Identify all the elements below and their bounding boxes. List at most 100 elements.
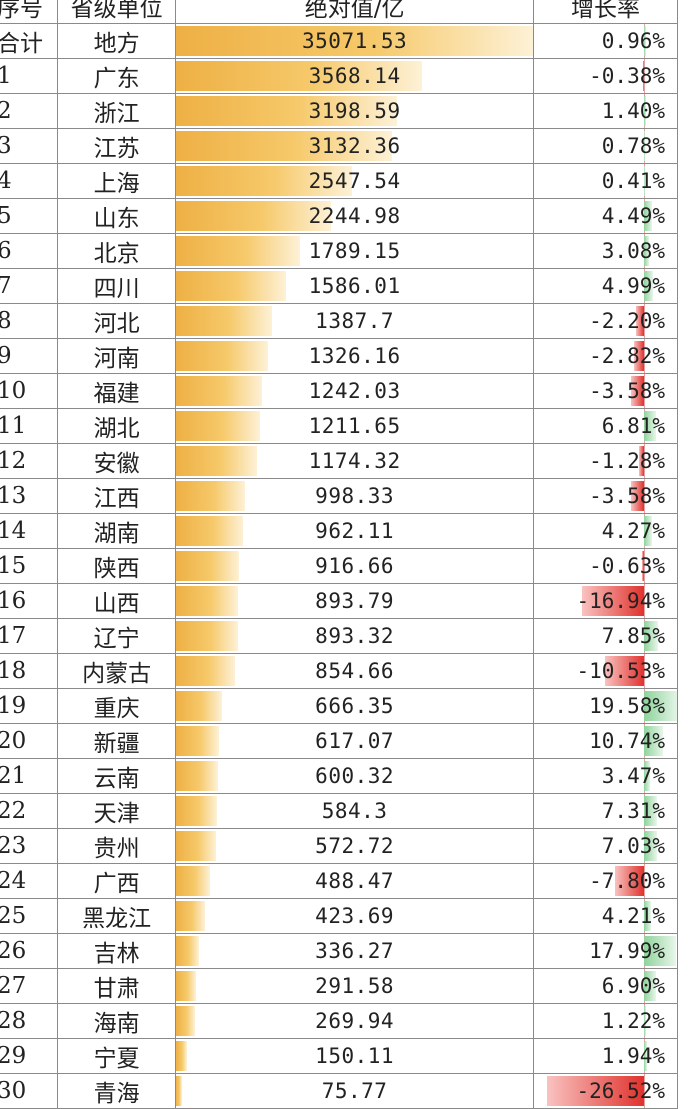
absolute-value: 1387.7 bbox=[315, 309, 395, 333]
growth-bar bbox=[643, 971, 657, 1001]
row-growth-cell: -2.20% bbox=[532, 303, 679, 339]
total-growth-cell: 0.96% bbox=[532, 23, 679, 59]
row-growth-cell: 4.27% bbox=[532, 513, 679, 549]
growth-bar bbox=[546, 1076, 644, 1106]
row-index: 8 bbox=[0, 303, 59, 339]
growth-value: 7.03% bbox=[601, 834, 665, 858]
absolute-bar bbox=[176, 201, 331, 231]
row-index: 14 bbox=[0, 513, 59, 549]
row-absolute-cell: 269.94 bbox=[175, 1003, 534, 1039]
growth-bar bbox=[605, 656, 644, 686]
row-index: 18 bbox=[0, 653, 59, 689]
growth-value: -2.20% bbox=[589, 309, 665, 333]
absolute-bar bbox=[176, 306, 272, 336]
row-province: 福建 bbox=[57, 373, 177, 409]
row-province: 广东 bbox=[57, 58, 177, 94]
growth-value: -0.38% bbox=[589, 64, 665, 88]
row-growth-cell: 19.58% bbox=[532, 688, 679, 724]
row-province: 贵州 bbox=[57, 828, 177, 864]
growth-value: 6.90% bbox=[601, 974, 665, 998]
row-province: 黑龙江 bbox=[57, 898, 177, 934]
table-row: 3江苏 3132.36 0.78% bbox=[0, 128, 679, 164]
absolute-bar bbox=[176, 516, 243, 546]
absolute-bar bbox=[176, 936, 200, 966]
absolute-bar bbox=[176, 271, 286, 301]
row-absolute-cell: 617.07 bbox=[175, 723, 534, 759]
row-index: 21 bbox=[0, 758, 59, 794]
growth-bar bbox=[643, 516, 652, 546]
table-row: 28海南 269.94 1.22% bbox=[0, 1003, 679, 1039]
growth-axis bbox=[643, 864, 645, 898]
total-growth-bar bbox=[643, 26, 646, 56]
row-index: 6 bbox=[0, 233, 59, 269]
row-absolute-cell: 3132.36 bbox=[175, 128, 534, 164]
row-province: 北京 bbox=[57, 233, 177, 269]
growth-bar bbox=[639, 446, 644, 476]
row-absolute-cell: 962.11 bbox=[175, 513, 534, 549]
row-absolute-cell: 584.3 bbox=[175, 793, 534, 829]
row-province: 上海 bbox=[57, 163, 177, 199]
growth-value: 7.85% bbox=[601, 624, 665, 648]
table-row: 30青海 75.77 -26.52% bbox=[0, 1073, 679, 1109]
row-index: 26 bbox=[0, 933, 59, 969]
table-row: 18内蒙古 854.66 -10.53% bbox=[0, 653, 679, 689]
row-growth-cell: -3.58% bbox=[532, 478, 679, 514]
row-growth-cell: 4.99% bbox=[532, 268, 679, 304]
total-row: 合计 地方 35071.53 0.96% bbox=[0, 23, 679, 59]
growth-bar bbox=[615, 866, 644, 896]
row-absolute-cell: 1387.7 bbox=[175, 303, 534, 339]
growth-value: 1.94% bbox=[601, 1044, 665, 1068]
row-absolute-cell: 600.32 bbox=[175, 758, 534, 794]
row-index: 29 bbox=[0, 1038, 59, 1074]
absolute-value: 3132.36 bbox=[308, 134, 401, 158]
absolute-value: 854.66 bbox=[315, 659, 395, 683]
row-index: 23 bbox=[0, 828, 59, 864]
absolute-bar bbox=[176, 236, 300, 266]
row-province: 重庆 bbox=[57, 688, 177, 724]
absolute-bar bbox=[176, 341, 268, 371]
row-index: 13 bbox=[0, 478, 59, 514]
row-index: 24 bbox=[0, 863, 59, 899]
row-province: 山西 bbox=[57, 583, 177, 619]
absolute-bar bbox=[176, 901, 206, 931]
row-province: 浙江 bbox=[57, 93, 177, 129]
row-province: 安徽 bbox=[57, 443, 177, 479]
absolute-value: 1326.16 bbox=[308, 344, 401, 368]
total-index: 合计 bbox=[0, 23, 59, 59]
row-index: 19 bbox=[0, 688, 59, 724]
header-index: 序号 bbox=[0, 0, 59, 24]
table-row: 25黑龙江 423.69 4.21% bbox=[0, 898, 679, 934]
table-row: 2浙江 3198.59 1.40% bbox=[0, 93, 679, 129]
row-growth-cell: 4.21% bbox=[532, 898, 679, 934]
row-index: 12 bbox=[0, 443, 59, 479]
growth-bar bbox=[643, 131, 646, 161]
absolute-bar bbox=[176, 971, 197, 1001]
row-province: 海南 bbox=[57, 1003, 177, 1039]
row-absolute-cell: 1242.03 bbox=[175, 373, 534, 409]
row-province: 内蒙古 bbox=[57, 653, 177, 689]
absolute-bar bbox=[176, 866, 210, 896]
growth-value: 1.22% bbox=[601, 1009, 665, 1033]
table-row: 22天津 584.3 7.31% bbox=[0, 793, 679, 829]
absolute-value: 291.58 bbox=[315, 974, 395, 998]
absolute-bar bbox=[176, 796, 217, 826]
total-absolute-value: 35071.53 bbox=[302, 29, 408, 53]
growth-bar bbox=[643, 726, 664, 756]
table-header: 序号 省级单位 绝对值/亿 增长率 bbox=[0, 0, 679, 24]
absolute-value: 600.32 bbox=[315, 764, 395, 788]
row-absolute-cell: 1211.65 bbox=[175, 408, 534, 444]
growth-value: 4.21% bbox=[601, 904, 665, 928]
row-province: 广西 bbox=[57, 863, 177, 899]
row-absolute-cell: 75.77 bbox=[175, 1073, 534, 1109]
row-index: 11 bbox=[0, 408, 59, 444]
row-growth-cell: 3.08% bbox=[532, 233, 679, 269]
data-table: 序号 省级单位 绝对值/亿 增长率 合计 地方 35071.53 0.96% 1… bbox=[0, 0, 679, 1109]
absolute-bar bbox=[176, 376, 262, 406]
row-growth-cell: 6.81% bbox=[532, 408, 679, 444]
row-absolute-cell: 998.33 bbox=[175, 478, 534, 514]
growth-bar bbox=[643, 166, 645, 196]
row-province: 四川 bbox=[57, 268, 177, 304]
row-absolute-cell: 2244.98 bbox=[175, 198, 534, 234]
table-row: 17辽宁 893.32 7.85% bbox=[0, 618, 679, 654]
table-row: 26吉林 336.27 17.99% bbox=[0, 933, 679, 969]
